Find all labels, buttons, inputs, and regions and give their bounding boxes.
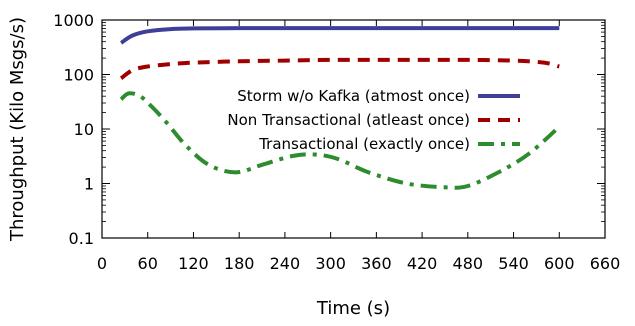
axis-ticks: 0 60 120 180 240 300 360 420 480 540 600 660 0.1 1 10 1…: [53, 11, 620, 273]
x-tick-label: 240: [270, 254, 301, 273]
x-tick-label: 120: [178, 254, 209, 273]
series-line-3: [119, 91, 561, 190]
legend-label-1: Storm w/o Kafka (atmost once): [237, 87, 470, 105]
legend-label-2: Non Transactional (atleast once): [227, 111, 470, 129]
x-tick-label: 360: [361, 254, 392, 273]
legend: Storm w/o Kafka (atmost once) Non Transac…: [227, 87, 520, 153]
x-tick-label: 420: [407, 254, 438, 273]
x-tick-label: 60: [138, 254, 158, 273]
x-tick-label: 180: [224, 254, 255, 273]
series-line-1: [119, 26, 560, 45]
y-axis-label: Throughput (Kilo Msgs/s): [7, 17, 28, 242]
x-tick-label: 660: [590, 254, 621, 273]
y-tick-label: 1000: [53, 11, 94, 30]
plot-frame: [101, 19, 606, 239]
y-tick-label: 0.1: [69, 229, 94, 248]
x-axis-label: Time (s): [316, 298, 390, 319]
y-tick-label: 1: [84, 175, 94, 194]
y-tick-label: 100: [63, 66, 94, 85]
x-tick-label: 600: [544, 254, 575, 273]
x-tick-label: 300: [315, 254, 346, 273]
x-tick-label: 0: [97, 254, 107, 273]
x-tick-label: 480: [453, 254, 484, 273]
series-line-2: [119, 57, 560, 80]
x-tick-label: 540: [498, 254, 529, 273]
legend-label-3: Transactional (exactly once): [258, 135, 470, 153]
y-tick-label: 10: [74, 120, 94, 139]
series-lines: [119, 26, 561, 190]
